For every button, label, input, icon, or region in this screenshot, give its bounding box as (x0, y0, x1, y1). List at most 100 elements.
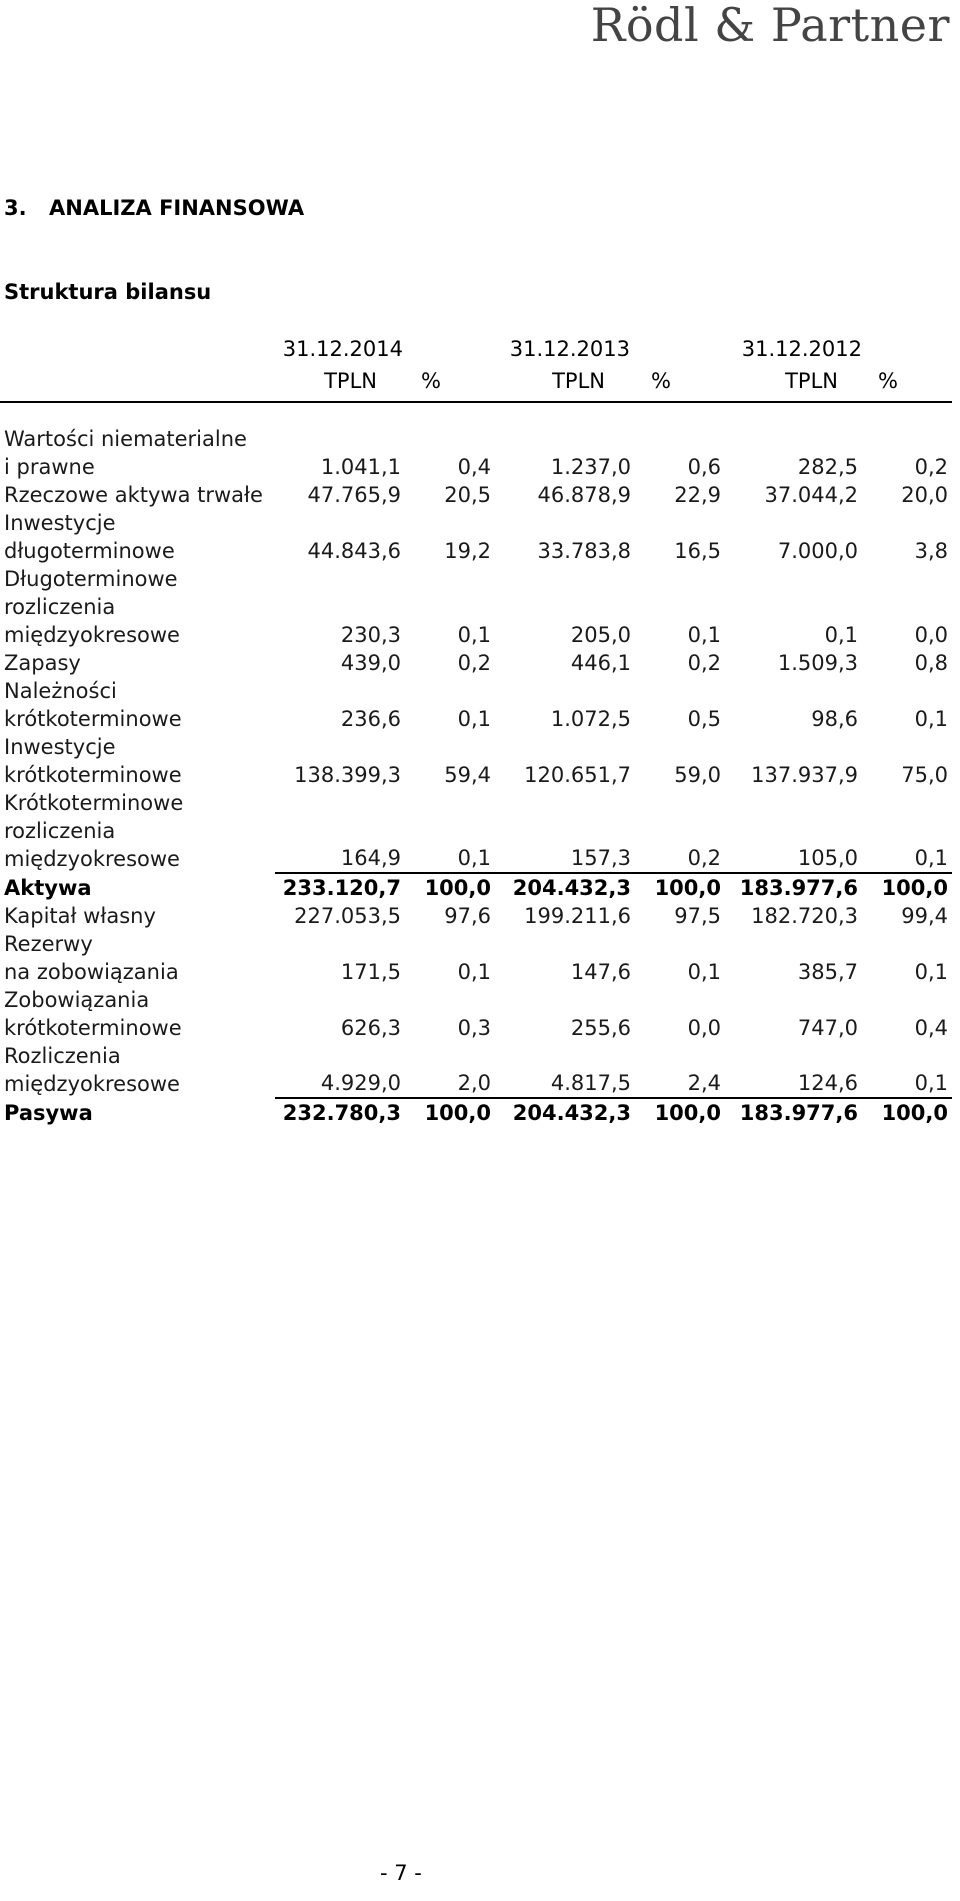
percent-cell: 0,1 (862, 789, 952, 874)
table-row: Długoterminowe rozliczenia międzyokresowe 2… (0, 565, 952, 649)
percent-cell: 100,0 (424, 876, 491, 900)
header-blank (635, 337, 725, 369)
percent-cell: 0,3 (457, 1016, 491, 1040)
header-unit-2013: TPLN (495, 369, 635, 403)
percent-cell: 100,0 (654, 1101, 721, 1125)
percent-cell: 0,4 (914, 1016, 948, 1040)
value-cell: 204.432,3 (512, 1101, 631, 1125)
percent-cell: 2,0 (405, 1042, 495, 1099)
value-cell: 44.843,6 (307, 539, 401, 563)
value-cell: 1.509,3 (777, 651, 858, 675)
percent-cell: 99,4 (901, 904, 948, 928)
row-label-line: Kapitał własny (4, 904, 156, 928)
value-cell: 33.783,8 (537, 539, 631, 563)
value-cell: 37.044,2 (764, 483, 858, 507)
table-row: Rzeczowe aktywa trwałe 47.765,9 20,5 46.878… (0, 481, 952, 509)
value-cell: 1.041,1 (320, 455, 401, 479)
row-label-line: Rzeczowe aktywa trwałe (4, 483, 263, 507)
percent-cell: 0,1 (457, 623, 491, 647)
row-label-line: Wartości niematerialne (4, 427, 247, 451)
percent-cell: 0,2 (635, 789, 725, 874)
value-cell: 230,3 (340, 623, 401, 647)
table-row: Należności krótkoterminowe 236,6 0,1 1.072,5… (0, 677, 952, 733)
row-label-line: Zapasy (4, 651, 81, 675)
row-label-line: Inwestycje (4, 511, 116, 535)
value-cell: 183.977,6 (739, 876, 858, 900)
value-cell: 1.072,5 (550, 707, 631, 731)
percent-cell: 0,1 (687, 623, 721, 647)
row-label: Długoterminowe rozliczenia międzyokresowe (0, 565, 275, 649)
percent-cell: 100,0 (881, 1101, 948, 1125)
row-label-line: Rozliczenia (4, 1044, 121, 1068)
section-title: ANALIZA FINANSOWA (49, 196, 305, 220)
percent-cell: 100,0 (881, 876, 948, 900)
percent-cell: 0,2 (457, 651, 491, 675)
header-pct-2012: % (862, 369, 952, 403)
value-cell: 182.720,3 (751, 904, 858, 928)
value-cell: 120.651,7 (524, 763, 631, 787)
value-cell: 47.765,9 (307, 483, 401, 507)
row-label-line: Inwestycje (4, 735, 116, 759)
percent-cell: 2,4 (635, 1042, 725, 1099)
percent-cell: 19,2 (444, 539, 491, 563)
percent-cell: 59,4 (444, 763, 491, 787)
balance-sheet-table: 31.12.2014 31.12.2013 31.12.2012 TPLN % … (0, 337, 952, 1127)
value-cell: 137.937,9 (751, 763, 858, 787)
percent-cell: 97,5 (674, 904, 721, 928)
table-row: Inwestycje długoterminowe 44.843,6 19,2 33.7… (0, 509, 952, 565)
percent-cell: 97,6 (444, 904, 491, 928)
percent-cell: 75,0 (901, 763, 948, 787)
percent-cell: 0,1 (914, 707, 948, 731)
balance-sheet-body: Wartości niematerialne i prawne 1.041,1 0,4… (0, 402, 952, 1127)
value-cell: 205,0 (570, 623, 631, 647)
percent-cell: 22,9 (674, 483, 721, 507)
header-pct-2013: % (635, 369, 725, 403)
row-label-line: Zobowiązania (4, 988, 150, 1012)
header-row-dates: 31.12.2014 31.12.2013 31.12.2012 (0, 337, 952, 369)
table-row: Kapitał własny 227.053,5 97,6 199.211,6 97,5… (0, 902, 952, 930)
row-label: Aktywa (0, 873, 275, 902)
percent-cell: 0,1 (405, 789, 495, 874)
table-row: Krótkoterminowe rozliczenia międzyokresowe… (0, 789, 952, 874)
row-label: Rezerwy na zobowiązania (0, 930, 275, 986)
row-label-line: krótkoterminowe (4, 1016, 182, 1040)
value-cell: 105,0 (725, 789, 862, 874)
row-label: Zobowiązania krótkoterminowe (0, 986, 275, 1042)
row-label-line: Rezerwy (4, 932, 93, 956)
percent-cell: 0,1 (687, 960, 721, 984)
header-unit-2014: TPLN (275, 369, 405, 403)
value-cell: 232.780,3 (282, 1101, 401, 1125)
table-row: Inwestycje krótkoterminowe 138.399,3 59,4 12… (0, 733, 952, 789)
row-label-line: krótkoterminowe (4, 763, 182, 787)
row-label-line: rozliczenia (4, 819, 116, 843)
value-cell: 164,9 (275, 789, 405, 874)
header-date-2012: 31.12.2012 (741, 337, 862, 361)
row-label: Należności krótkoterminowe (0, 677, 275, 733)
page-number: - 7 - (380, 1861, 422, 1885)
row-label: Zapasy (0, 649, 275, 677)
value-cell: 157,3 (495, 789, 635, 874)
row-label: Kapitał własny (0, 902, 275, 930)
percent-cell: 0,1 (457, 960, 491, 984)
value-cell: 282,5 (797, 455, 858, 479)
value-cell: 46.878,9 (537, 483, 631, 507)
percent-cell: 0,8 (914, 651, 948, 675)
row-label: Inwestycje krótkoterminowe (0, 733, 275, 789)
value-cell: 626,3 (340, 1016, 401, 1040)
value-cell: 1.237,0 (550, 455, 631, 479)
row-label-line: długoterminowe (4, 539, 175, 563)
table-subtitle: Struktura bilansu (4, 280, 212, 304)
header-blank (405, 337, 495, 369)
percent-cell: 0,1 (457, 707, 491, 731)
table-row: Wartości niematerialne i prawne 1.041,1 0,4… (0, 402, 952, 481)
value-cell: 4.929,0 (275, 1042, 405, 1099)
percent-cell: 0,4 (457, 455, 491, 479)
row-label-line: międzyokresowe (4, 623, 180, 647)
value-cell: 385,7 (797, 960, 858, 984)
row-label: Krótkoterminowe rozliczenia międzyokresowe (0, 789, 275, 873)
value-cell: 199.211,6 (524, 904, 631, 928)
percent-cell: 59,0 (674, 763, 721, 787)
row-label-line: Długoterminowe (4, 567, 178, 591)
row-label-line: Pasywa (4, 1101, 93, 1125)
table-row: Rozliczenia międzyokresowe 4.929,0 2,0 4.817… (0, 1042, 952, 1099)
